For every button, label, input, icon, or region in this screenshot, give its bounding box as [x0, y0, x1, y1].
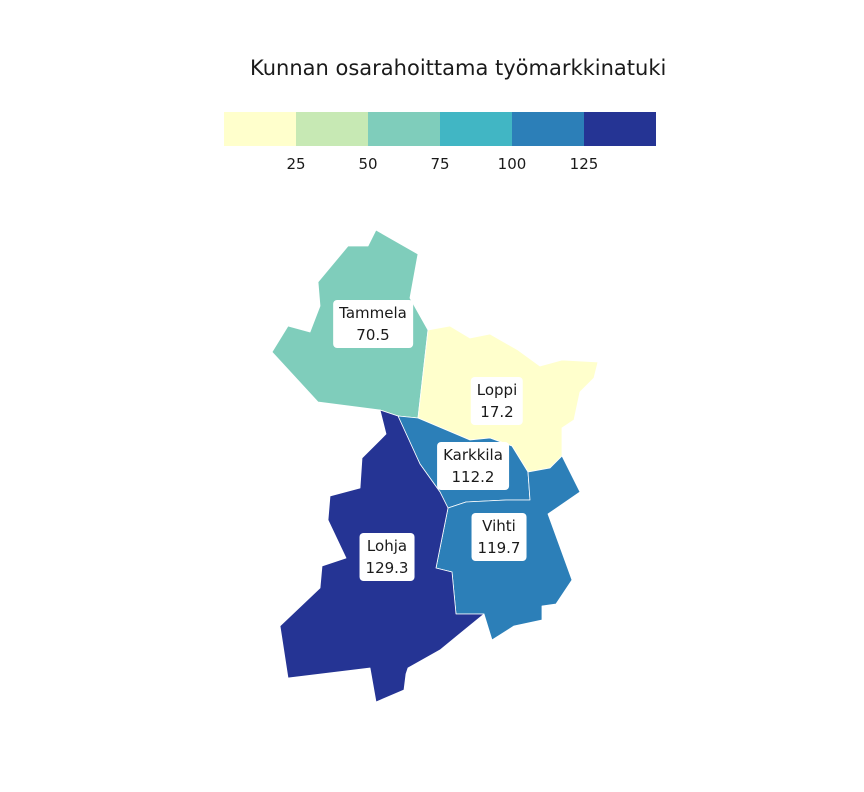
legend-swatch	[296, 112, 368, 146]
label-vihti: Vihti 119.7	[471, 513, 527, 561]
region-name: Tammela	[339, 304, 407, 322]
legend-swatch	[512, 112, 584, 146]
label-karkkila: Karkkila 112.2	[437, 442, 509, 490]
region-value: 70.5	[356, 326, 390, 344]
legend-swatch	[368, 112, 440, 146]
legend-tick: 100	[497, 155, 527, 173]
region-value: 112.2	[451, 468, 495, 486]
label-lohja: Lohja 129.3	[359, 533, 415, 581]
region-value: 17.2	[480, 403, 514, 421]
region-name: Karkkila	[443, 446, 503, 464]
region-name: Lohja	[366, 537, 408, 555]
legend-tick: 50	[358, 155, 378, 173]
region-value: 129.3	[365, 559, 409, 577]
legend-tick: 75	[430, 155, 450, 173]
legend-swatch	[224, 112, 296, 146]
region-name: Loppi	[476, 381, 518, 399]
map-title: Kunnan osarahoittama työmarkkinatuki	[250, 56, 667, 80]
label-loppi: Loppi 17.2	[470, 377, 524, 425]
legend-swatch	[440, 112, 512, 146]
legend-swatch	[584, 112, 656, 146]
region-value: 119.7	[477, 539, 521, 557]
region-name: Vihti	[482, 517, 516, 535]
legend-tick: 125	[569, 155, 599, 173]
legend-tick: 25	[286, 155, 306, 173]
label-tammela: Tammela 70.5	[333, 300, 413, 348]
color-legend	[224, 112, 656, 146]
